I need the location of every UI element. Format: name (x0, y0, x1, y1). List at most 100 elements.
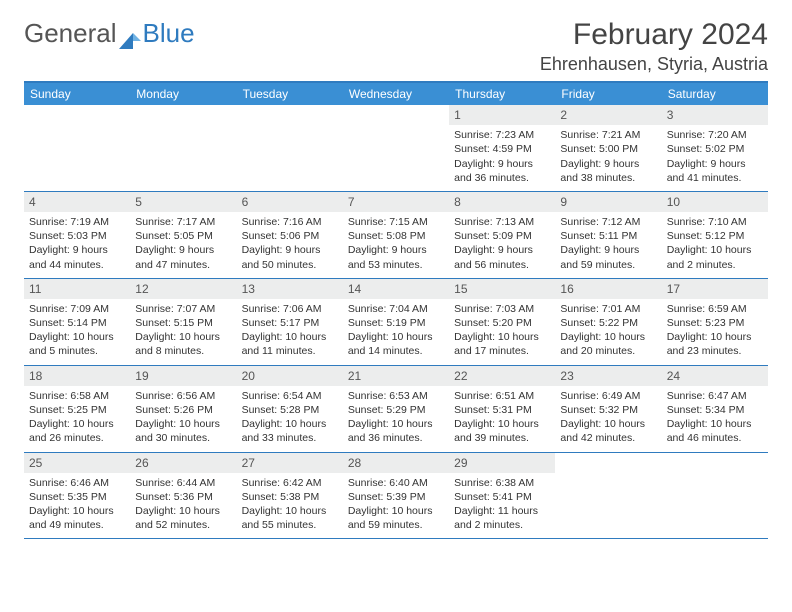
brand-word-1: General (24, 18, 117, 49)
sunrise-text: Sunrise: 6:46 AM (29, 476, 125, 490)
sunset-text: Sunset: 5:15 PM (135, 316, 231, 330)
sunset-text: Sunset: 4:59 PM (454, 142, 550, 156)
daylight-text: Daylight: 9 hours and 50 minutes. (242, 243, 338, 271)
day-number: 9 (555, 192, 661, 212)
sunset-text: Sunset: 5:38 PM (242, 490, 338, 504)
day-cell: 29Sunrise: 6:38 AMSunset: 5:41 PMDayligh… (449, 453, 555, 539)
daylight-text: Daylight: 10 hours and 33 minutes. (242, 417, 338, 445)
daylight-text: Daylight: 10 hours and 42 minutes. (560, 417, 656, 445)
sunrise-text: Sunrise: 6:47 AM (667, 389, 763, 403)
sunset-text: Sunset: 5:39 PM (348, 490, 444, 504)
day-number: 18 (24, 366, 130, 386)
day-number: 5 (130, 192, 236, 212)
day-number: 17 (662, 279, 768, 299)
sunset-text: Sunset: 5:14 PM (29, 316, 125, 330)
sunrise-text: Sunrise: 7:03 AM (454, 302, 550, 316)
sunrise-text: Sunrise: 7:04 AM (348, 302, 444, 316)
sunrise-text: Sunrise: 6:44 AM (135, 476, 231, 490)
day-cell: 7 Sunrise: 7:15 AMSunset: 5:08 PMDaylight… (343, 192, 449, 278)
day-cell: 19Sunrise: 6:56 AMSunset: 5:26 PMDayligh… (130, 366, 236, 452)
weekday-header: Wednesday (343, 83, 449, 105)
sunset-text: Sunset: 5:34 PM (667, 403, 763, 417)
sunrise-text: Sunrise: 7:15 AM (348, 215, 444, 229)
sunrise-text: Sunrise: 7:01 AM (560, 302, 656, 316)
calendar: Sunday Monday Tuesday Wednesday Thursday… (24, 81, 768, 539)
sunset-text: Sunset: 5:20 PM (454, 316, 550, 330)
sunset-text: Sunset: 5:09 PM (454, 229, 550, 243)
sunrise-text: Sunrise: 6:42 AM (242, 476, 338, 490)
daylight-text: Daylight: 11 hours and 2 minutes. (454, 504, 550, 532)
sunrise-text: Sunrise: 6:51 AM (454, 389, 550, 403)
sunrise-text: Sunrise: 6:53 AM (348, 389, 444, 403)
sunset-text: Sunset: 5:26 PM (135, 403, 231, 417)
day-cell: 10Sunrise: 7:10 AMSunset: 5:12 PMDayligh… (662, 192, 768, 278)
day-number: 24 (662, 366, 768, 386)
day-cell (343, 105, 449, 191)
sunset-text: Sunset: 5:29 PM (348, 403, 444, 417)
day-cell: 18Sunrise: 6:58 AMSunset: 5:25 PMDayligh… (24, 366, 130, 452)
sunrise-text: Sunrise: 7:13 AM (454, 215, 550, 229)
header: General Blue February 2024 Ehrenhausen, … (24, 18, 768, 75)
day-cell: 27Sunrise: 6:42 AMSunset: 5:38 PMDayligh… (237, 453, 343, 539)
daylight-text: Daylight: 10 hours and 5 minutes. (29, 330, 125, 358)
day-number: 27 (237, 453, 343, 473)
daylight-text: Daylight: 10 hours and 59 minutes. (348, 504, 444, 532)
day-number: 7 (343, 192, 449, 212)
day-cell (24, 105, 130, 191)
sunset-text: Sunset: 5:02 PM (667, 142, 763, 156)
location: Ehrenhausen, Styria, Austria (540, 54, 768, 75)
day-number: 6 (237, 192, 343, 212)
sunrise-text: Sunrise: 7:17 AM (135, 215, 231, 229)
day-number: 15 (449, 279, 555, 299)
sunset-text: Sunset: 5:25 PM (29, 403, 125, 417)
day-number: 23 (555, 366, 661, 386)
daylight-text: Daylight: 10 hours and 20 minutes. (560, 330, 656, 358)
day-cell (130, 105, 236, 191)
day-number: 3 (662, 105, 768, 125)
sunrise-text: Sunrise: 6:58 AM (29, 389, 125, 403)
daylight-text: Daylight: 9 hours and 47 minutes. (135, 243, 231, 271)
daylight-text: Daylight: 10 hours and 30 minutes. (135, 417, 231, 445)
sunrise-text: Sunrise: 7:10 AM (667, 215, 763, 229)
daylight-text: Daylight: 10 hours and 8 minutes. (135, 330, 231, 358)
daylight-text: Daylight: 10 hours and 11 minutes. (242, 330, 338, 358)
sunset-text: Sunset: 5:00 PM (560, 142, 656, 156)
day-cell: 13Sunrise: 7:06 AMSunset: 5:17 PMDayligh… (237, 279, 343, 365)
sunset-text: Sunset: 5:31 PM (454, 403, 550, 417)
sunset-text: Sunset: 5:41 PM (454, 490, 550, 504)
day-number: 28 (343, 453, 449, 473)
month-title: February 2024 (540, 18, 768, 52)
sunset-text: Sunset: 5:35 PM (29, 490, 125, 504)
day-number: 29 (449, 453, 555, 473)
week-row: 1Sunrise: 7:23 AMSunset: 4:59 PMDaylight… (24, 105, 768, 192)
sunset-text: Sunset: 5:11 PM (560, 229, 656, 243)
sunset-text: Sunset: 5:32 PM (560, 403, 656, 417)
day-number: 4 (24, 192, 130, 212)
daylight-text: Daylight: 10 hours and 23 minutes. (667, 330, 763, 358)
sunrise-text: Sunrise: 7:23 AM (454, 128, 550, 142)
day-cell: 24Sunrise: 6:47 AMSunset: 5:34 PMDayligh… (662, 366, 768, 452)
daylight-text: Daylight: 9 hours and 53 minutes. (348, 243, 444, 271)
daylight-text: Daylight: 9 hours and 59 minutes. (560, 243, 656, 271)
day-cell: 28Sunrise: 6:40 AMSunset: 5:39 PMDayligh… (343, 453, 449, 539)
daylight-text: Daylight: 10 hours and 17 minutes. (454, 330, 550, 358)
daylight-text: Daylight: 9 hours and 36 minutes. (454, 157, 550, 185)
sunset-text: Sunset: 5:08 PM (348, 229, 444, 243)
sunset-text: Sunset: 5:05 PM (135, 229, 231, 243)
sunset-text: Sunset: 5:28 PM (242, 403, 338, 417)
day-number: 21 (343, 366, 449, 386)
daylight-text: Daylight: 10 hours and 39 minutes. (454, 417, 550, 445)
weekday-header: Friday (555, 83, 661, 105)
sunset-text: Sunset: 5:06 PM (242, 229, 338, 243)
sunrise-text: Sunrise: 7:12 AM (560, 215, 656, 229)
sunset-text: Sunset: 5:17 PM (242, 316, 338, 330)
brand-logo: General Blue (24, 18, 195, 49)
daylight-text: Daylight: 9 hours and 38 minutes. (560, 157, 656, 185)
day-cell: 9 Sunrise: 7:12 AMSunset: 5:11 PMDaylight… (555, 192, 661, 278)
sunset-text: Sunset: 5:12 PM (667, 229, 763, 243)
day-cell: 16Sunrise: 7:01 AMSunset: 5:22 PMDayligh… (555, 279, 661, 365)
sunset-text: Sunset: 5:23 PM (667, 316, 763, 330)
day-cell: 12Sunrise: 7:07 AMSunset: 5:15 PMDayligh… (130, 279, 236, 365)
day-cell: 15 Sunrise: 7:03 AMSunset: 5:20 PMDayligh… (449, 279, 555, 365)
day-number: 1 (449, 105, 555, 125)
